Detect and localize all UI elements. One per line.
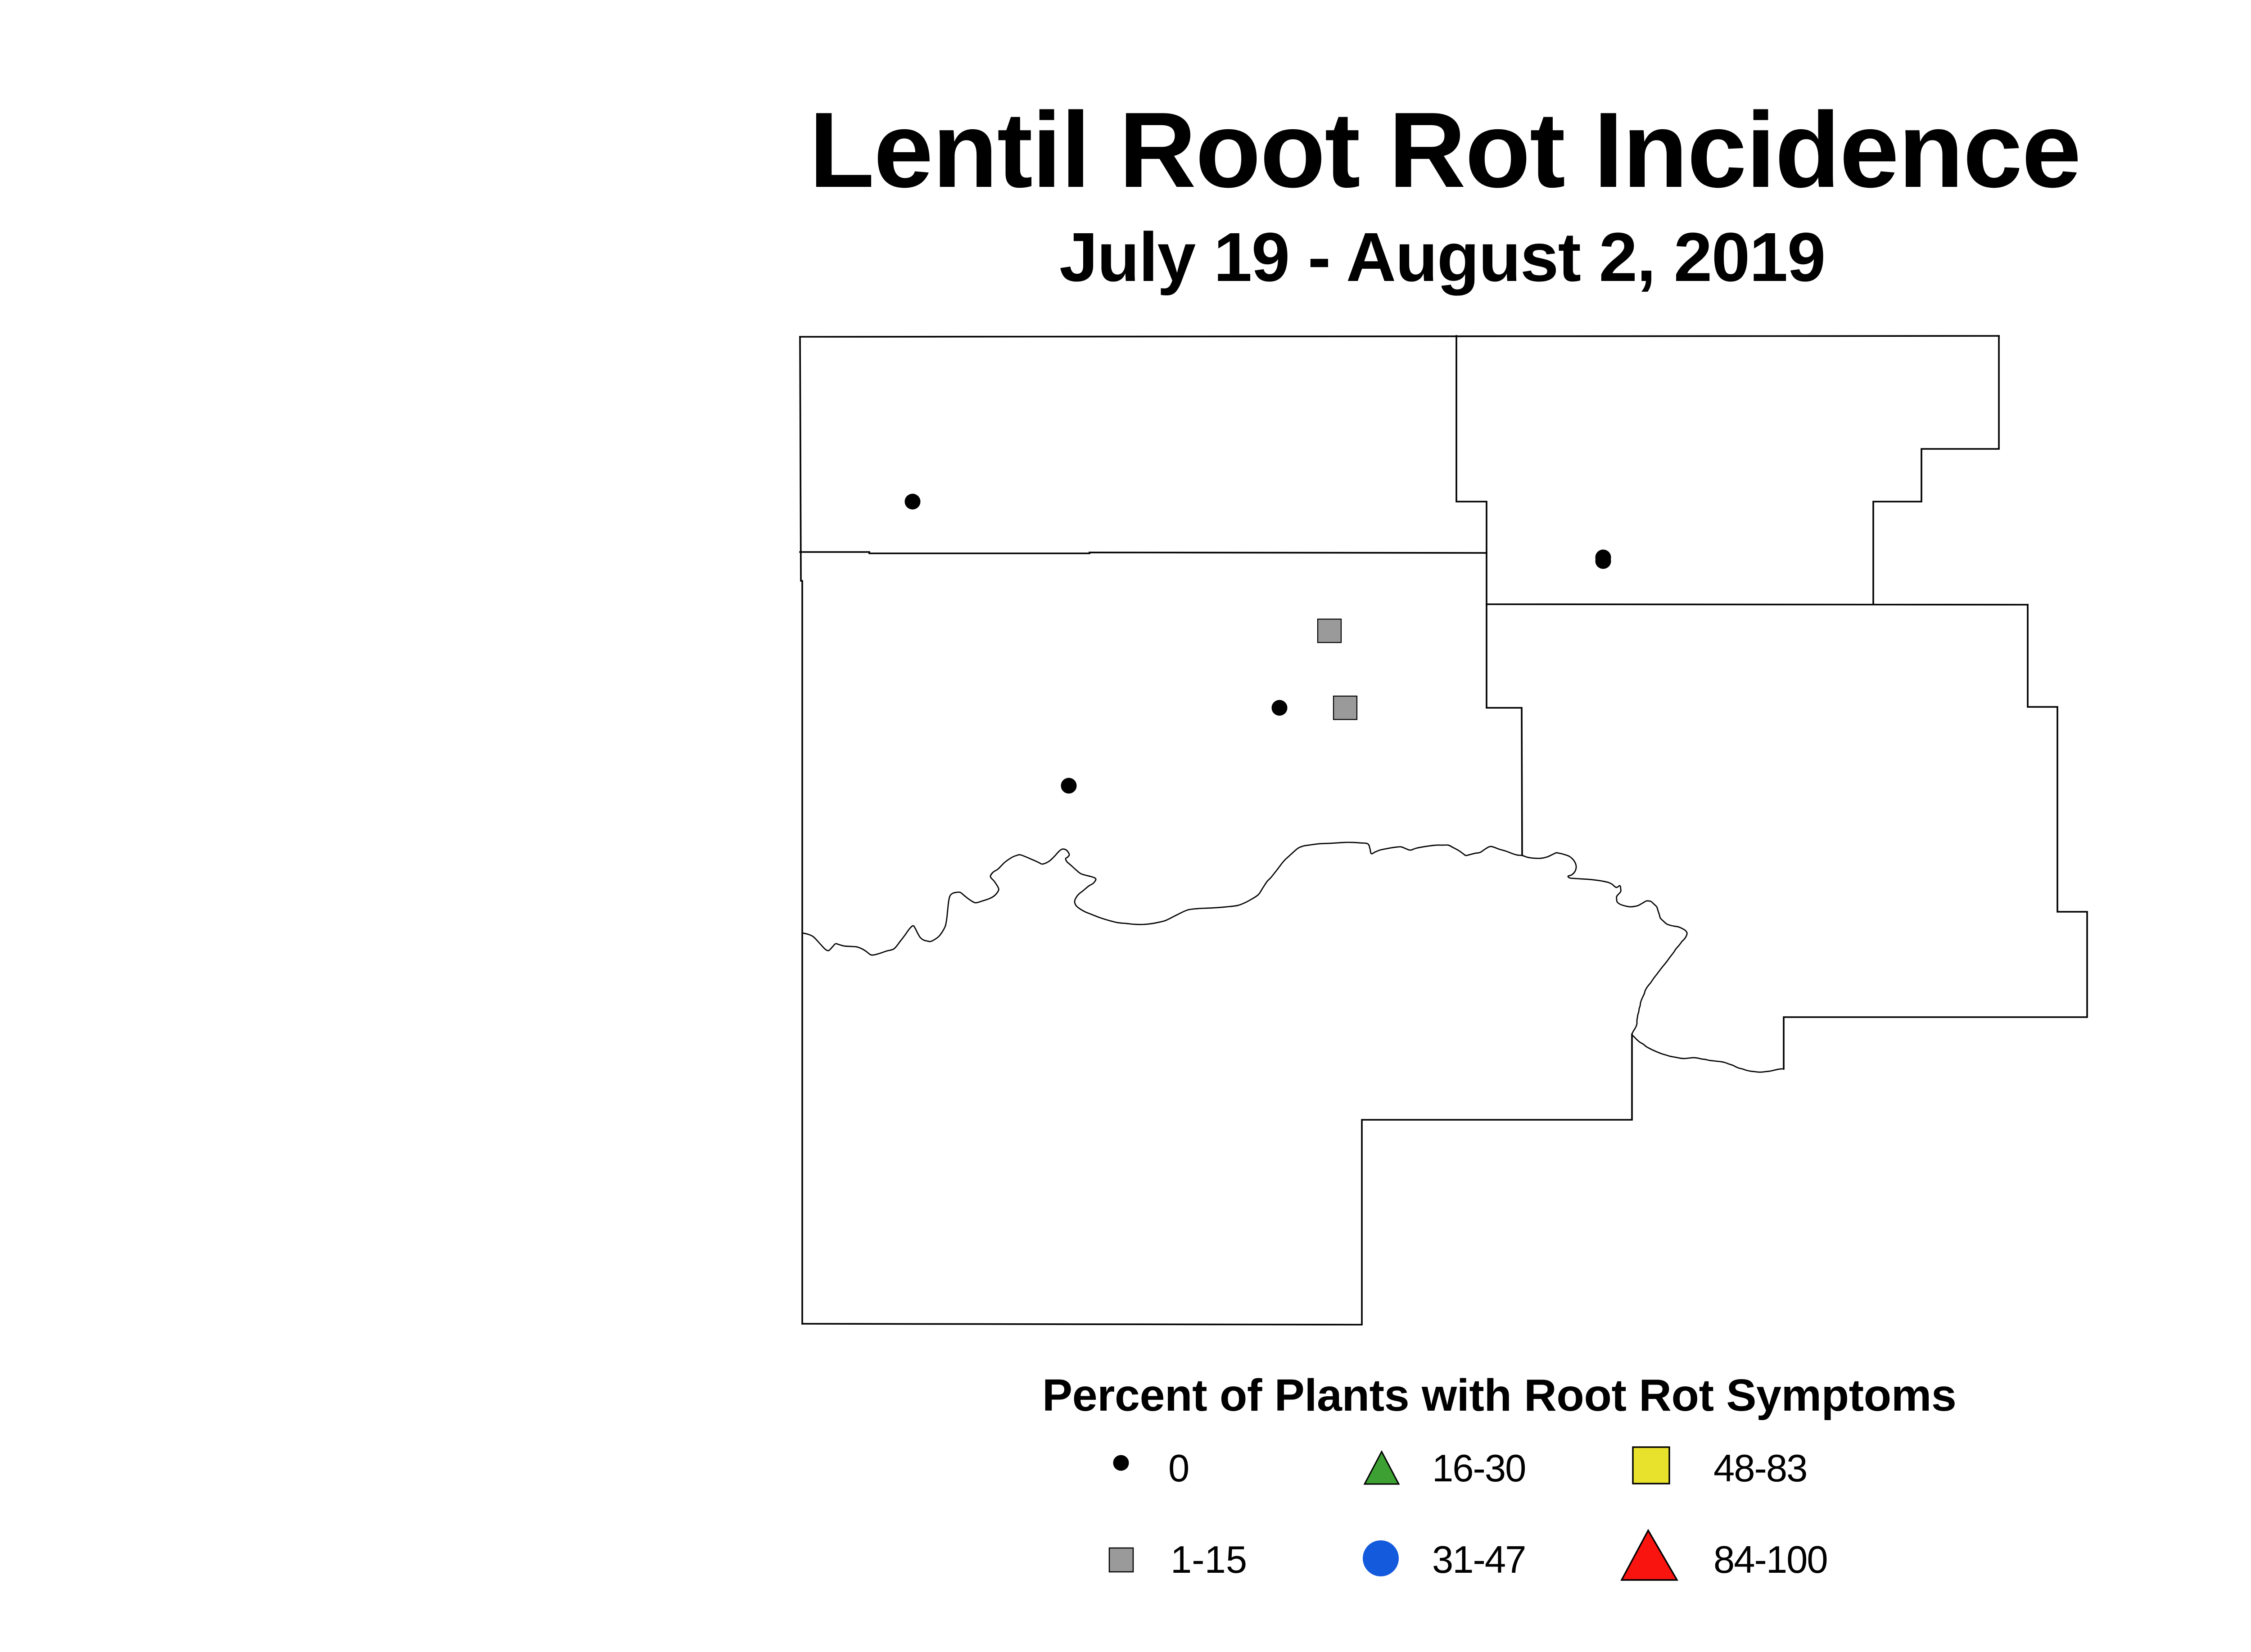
svg-text:July 19 - August 2, 2019: July 19 - August 2, 2019 (1059, 218, 1825, 296)
svg-text:Lentil Root Rot Incidence: Lentil Root Rot Incidence (809, 91, 2080, 210)
svg-text:1-15: 1-15 (1171, 1539, 1247, 1581)
svg-text:16-30: 16-30 (1432, 1447, 1525, 1490)
svg-text:48-83: 48-83 (1713, 1447, 1807, 1490)
svg-text:Percent of Plants with Root Ro: Percent of Plants with Root Rot Symptoms (1042, 1370, 1956, 1421)
svg-text:84-100: 84-100 (1713, 1539, 1827, 1581)
svg-text:31-47: 31-47 (1432, 1539, 1525, 1581)
svg-text:0: 0 (1168, 1447, 1189, 1490)
